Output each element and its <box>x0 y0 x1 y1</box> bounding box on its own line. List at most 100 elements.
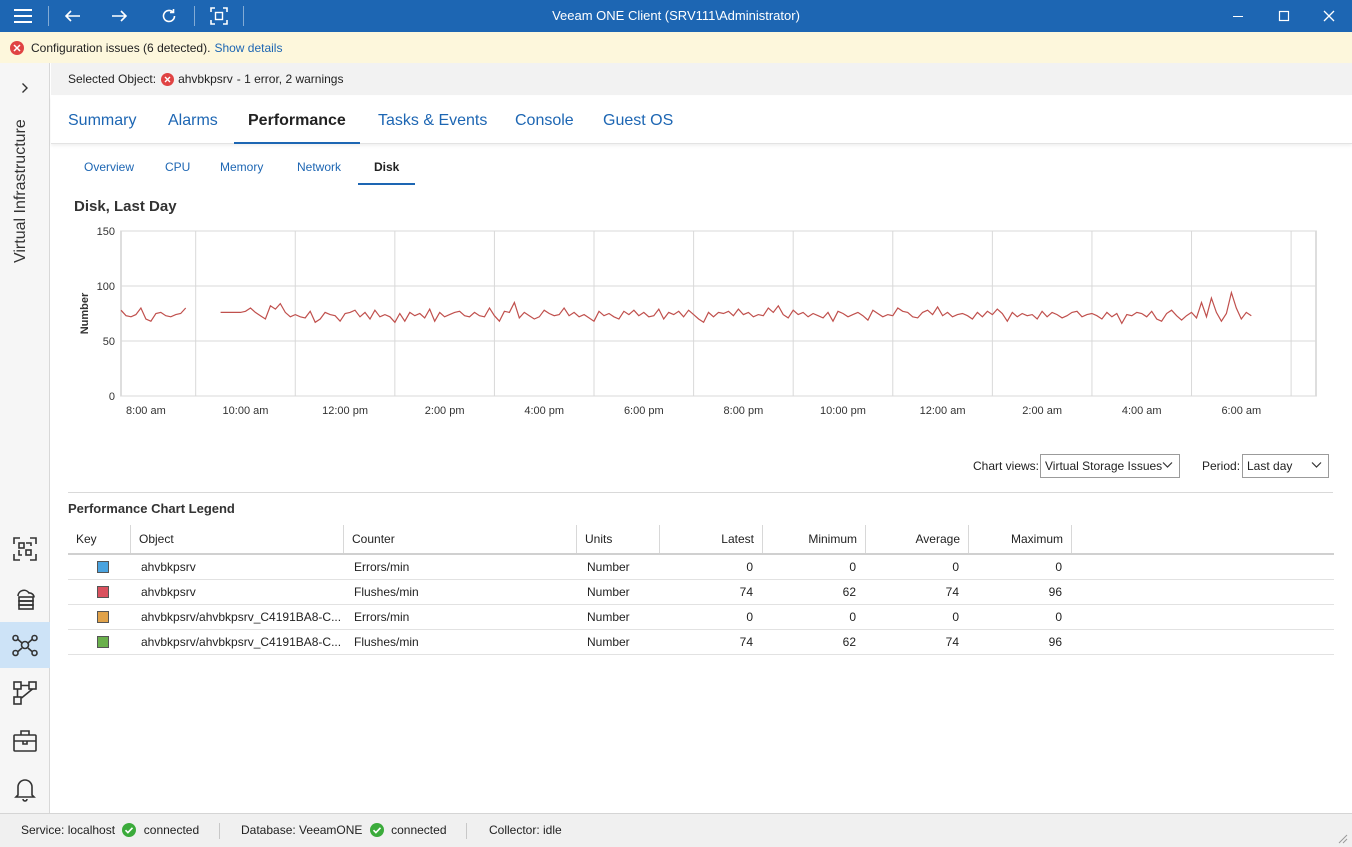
hamburger-menu-button[interactable] <box>0 0 46 32</box>
service-status: Service: localhost connected <box>21 814 199 847</box>
legend-row[interactable]: ahvbkpsrv Errors/min Number 0 0 0 0 <box>68 555 1334 580</box>
maximize-icon <box>1278 10 1290 22</box>
resize-grip-icon[interactable] <box>1338 834 1348 844</box>
virtual-infrastructure-label[interactable]: Virtual Infrastructure <box>12 119 29 263</box>
chart-views-select[interactable]: Virtual Storage Issues <box>1040 454 1180 478</box>
cell-object: ahvbkpsrv <box>141 585 196 599</box>
col-minimum[interactable]: Minimum <box>763 525 866 553</box>
service-state: connected <box>143 823 200 837</box>
close-button[interactable] <box>1306 0 1352 32</box>
x-tick-label: 6:00 pm <box>624 405 664 417</box>
database-status: Database: VeeamONE connected <box>241 814 447 847</box>
col-object[interactable]: Object <box>131 525 344 553</box>
subtab-cpu[interactable]: CPU <box>165 160 191 174</box>
database-label: Database: <box>241 823 296 837</box>
refresh-button[interactable] <box>146 0 192 32</box>
cell-counter: Flushes/min <box>354 635 419 649</box>
cell-maximum: 0 <box>1055 610 1062 624</box>
cell-average: 74 <box>945 585 959 599</box>
disk-performance-chart: 0 50 100 150 8:00 am 10:00 am 12:00 pm 2:00 pm 4… <box>79 226 1317 417</box>
subtab-memory[interactable]: Memory <box>220 160 264 174</box>
back-button[interactable] <box>50 0 96 32</box>
expand-panel-button[interactable] <box>0 75 50 101</box>
minimize-button[interactable] <box>1215 0 1261 32</box>
maximize-button[interactable] <box>1261 0 1307 32</box>
legend-table-header: Key Object Counter Units Latest Minimum … <box>68 525 1334 555</box>
arrow-left-icon <box>65 10 80 22</box>
col-average[interactable]: Average <box>866 525 969 553</box>
y-tick-label: 100 <box>97 281 115 293</box>
tab-tasks-events[interactable]: Tasks & Events <box>378 112 488 129</box>
col-maximum[interactable]: Maximum <box>969 525 1072 553</box>
period-select[interactable]: Last day <box>1242 454 1329 478</box>
x-tick-label: 2:00 am <box>1022 405 1062 417</box>
tab-guest-os[interactable]: Guest OS <box>603 112 674 129</box>
cell-latest: 74 <box>739 585 753 599</box>
plot-area <box>120 230 1317 397</box>
hamburger-icon <box>14 9 32 23</box>
check-circle-icon <box>122 823 137 837</box>
database-value: VeeamONE <box>299 823 363 837</box>
cell-object: ahvbkpsrv/ahvbkpsrv_C4191BA8-C... <box>141 610 342 624</box>
selected-object-bar: Selected Object: ahvbkpsrv - 1 error, 2 … <box>51 63 1352 95</box>
forward-button[interactable] <box>96 0 142 32</box>
selected-object-summary: - 1 error, 2 warnings <box>236 72 344 86</box>
x-tick-label: 12:00 am <box>920 405 966 417</box>
cell-minimum: 0 <box>849 610 856 624</box>
tab-performance[interactable]: Performance <box>234 96 360 144</box>
show-details-link[interactable]: Show details <box>214 40 283 55</box>
fit-screen-button[interactable] <box>196 0 242 32</box>
rail-alarms[interactable] <box>0 766 50 812</box>
qr-scan-icon <box>13 537 37 561</box>
rail-briefcase[interactable] <box>0 718 50 764</box>
series-line <box>220 290 1252 325</box>
main-tabs: Summary Alarms Performance Tasks & Event… <box>51 96 1352 144</box>
x-tick-label: 10:00 am <box>223 405 269 417</box>
rail-infrastructure[interactable] <box>0 622 50 668</box>
tab-summary[interactable]: Summary <box>68 112 137 129</box>
rail-cloud-server[interactable] <box>0 574 50 620</box>
series-color-swatch <box>97 636 109 648</box>
tab-console[interactable]: Console <box>515 112 574 129</box>
service-label: Service: <box>21 823 65 837</box>
title-bar: Veeam ONE Client (SRV111\Administrator) <box>0 0 1352 32</box>
bell-icon <box>14 779 36 802</box>
subtab-disk[interactable]: Disk <box>358 153 416 185</box>
x-tick-label: 4:00 am <box>1122 405 1162 417</box>
tab-alarms[interactable]: Alarms <box>168 112 218 129</box>
col-units[interactable]: Units <box>577 525 660 553</box>
minimize-icon <box>1233 16 1243 17</box>
cell-latest: 74 <box>739 635 753 649</box>
fullscreen-icon <box>210 7 228 25</box>
legend-table: Key Object Counter Units Latest Minimum … <box>68 525 1334 655</box>
rail-topology[interactable] <box>0 670 50 716</box>
chevron-right-icon <box>22 83 28 93</box>
collector-status: Collector: idle <box>489 823 562 837</box>
left-rail: Virtual Infrastructure <box>0 63 50 813</box>
col-latest[interactable]: Latest <box>660 525 763 553</box>
legend-row[interactable]: ahvbkpsrv/ahvbkpsrv_C4191BA8-C... Errors/… <box>68 605 1334 630</box>
cell-minimum: 62 <box>842 635 856 649</box>
cell-maximum: 96 <box>1048 585 1062 599</box>
legend-row[interactable]: ahvbkpsrv Flushes/min Number 74 62 74 96 <box>68 580 1334 605</box>
series-color-swatch <box>97 586 109 598</box>
cell-units: Number <box>587 610 630 624</box>
chart-views-label: Chart views: <box>973 459 1040 473</box>
cell-minimum: 0 <box>849 560 856 574</box>
cell-counter: Errors/min <box>354 560 410 574</box>
subtab-network[interactable]: Network <box>297 160 342 174</box>
legend-row[interactable]: ahvbkpsrv/ahvbkpsrv_C4191BA8-C... Flushes… <box>68 630 1334 655</box>
config-issues-text: Configuration issues (6 detected). <box>31 40 211 55</box>
arrow-right-icon <box>112 10 127 22</box>
col-counter[interactable]: Counter <box>344 525 577 553</box>
subtab-overview[interactable]: Overview <box>84 160 135 174</box>
cell-counter: Flushes/min <box>354 585 419 599</box>
rail-qr-scan[interactable] <box>0 526 50 572</box>
error-icon <box>161 72 175 86</box>
cell-counter: Errors/min <box>354 610 410 624</box>
col-key[interactable]: Key <box>68 525 131 553</box>
database-state: connected <box>391 823 447 837</box>
selected-object-label: Selected Object: <box>68 72 157 86</box>
performance-subtabs: Overview CPU Memory Network Disk <box>51 153 1352 185</box>
config-issues-banner: Configuration issues (6 detected). Show … <box>0 32 1352 63</box>
